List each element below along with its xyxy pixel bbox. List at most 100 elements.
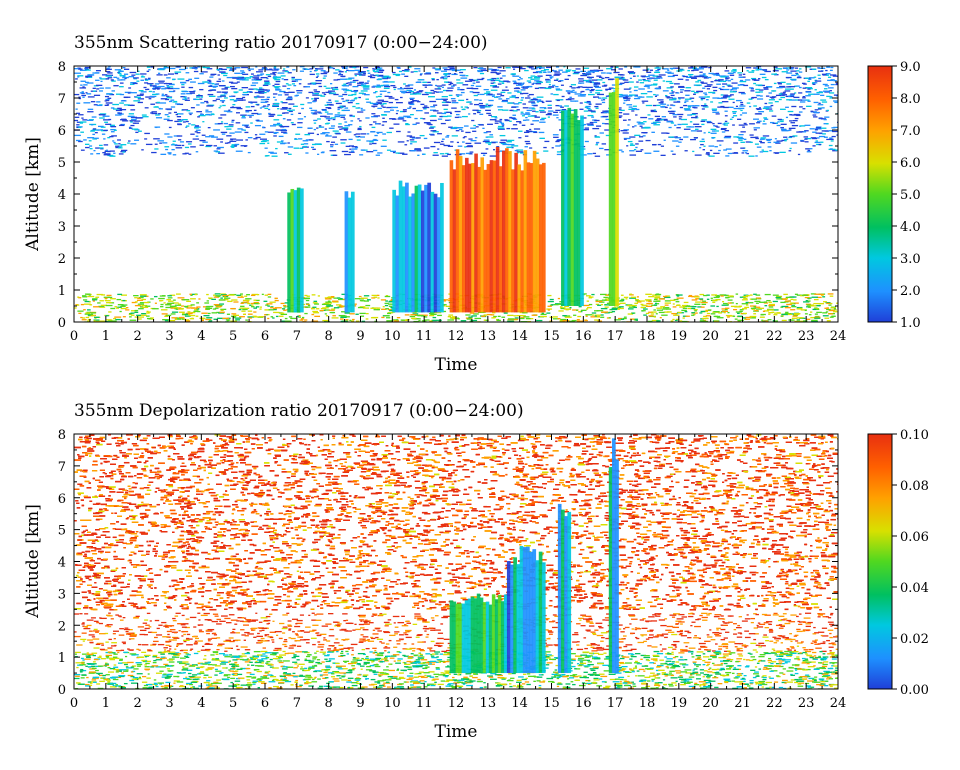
noise-streak	[769, 96, 776, 98]
noise-streak	[337, 112, 341, 114]
noise-streak	[387, 308, 392, 311]
noise-streak	[259, 133, 266, 135]
noise-streak	[469, 153, 473, 155]
noise-streak	[507, 320, 515, 322]
noise-streak	[100, 129, 103, 131]
noise-streak	[419, 79, 422, 81]
noise-streak	[414, 318, 421, 320]
noise-streak	[748, 71, 755, 73]
noise-streak	[669, 299, 676, 302]
noise-streak	[380, 299, 387, 301]
noise-streak	[758, 91, 763, 93]
noise-streak	[432, 154, 439, 156]
noise-streak	[221, 133, 226, 135]
noise-streak	[177, 78, 185, 80]
noise-streak	[234, 131, 242, 133]
noise-streak	[674, 83, 680, 85]
noise-streak	[672, 104, 676, 107]
noise-streak	[263, 89, 268, 91]
noise-streak	[825, 74, 829, 76]
noise-streak	[323, 302, 329, 305]
noise-streak	[700, 120, 706, 123]
noise-streak	[115, 114, 122, 116]
noise-streak	[474, 99, 479, 101]
noise-streak	[213, 294, 216, 296]
noise-streak	[796, 319, 800, 321]
noise-streak	[614, 76, 622, 78]
noise-streak	[582, 304, 590, 307]
noise-streak	[175, 147, 183, 149]
noise-streak	[518, 82, 523, 84]
noise-streak	[88, 140, 92, 142]
noise-streak	[257, 74, 263, 76]
noise-streak	[534, 87, 539, 90]
noise-streak	[616, 83, 623, 86]
noise-streak	[763, 88, 769, 90]
noise-streak	[780, 127, 784, 129]
noise-streak	[529, 147, 533, 149]
noise-streak	[264, 155, 268, 157]
noise-streak	[630, 143, 634, 145]
noise-streak	[423, 316, 428, 318]
noise-streak	[800, 309, 807, 311]
noise-streak	[652, 75, 659, 77]
noise-streak	[565, 70, 571, 72]
noise-streak	[137, 97, 141, 99]
noise-streak	[313, 128, 316, 131]
noise-streak	[384, 85, 391, 88]
noise-streak	[691, 77, 697, 79]
noise-streak	[588, 296, 594, 298]
noise-streak	[275, 147, 278, 150]
noise-streak	[535, 83, 542, 85]
noise-streak	[456, 94, 463, 96]
noise-streak	[131, 301, 137, 304]
noise-streak	[430, 134, 435, 136]
noise-streak	[82, 86, 85, 88]
noise-streak	[671, 312, 677, 315]
noise-streak	[791, 317, 798, 319]
noise-streak	[670, 99, 677, 101]
noise-streak	[491, 68, 497, 71]
noise-streak	[785, 300, 791, 302]
noise-streak	[152, 93, 158, 96]
noise-streak	[404, 75, 409, 77]
noise-streak	[273, 77, 277, 80]
noise-streak	[386, 320, 393, 322]
noise-streak	[552, 134, 559, 136]
noise-streak	[488, 99, 494, 102]
noise-streak	[789, 147, 792, 150]
noise-streak	[130, 124, 135, 127]
noise-streak	[798, 307, 803, 310]
noise-streak	[384, 304, 389, 307]
noise-streak	[90, 101, 96, 103]
noise-streak	[787, 313, 793, 316]
noise-streak	[820, 94, 825, 97]
noise-streak	[341, 98, 344, 100]
noise-streak	[338, 74, 344, 76]
noise-streak	[805, 87, 813, 89]
noise-streak	[163, 74, 168, 76]
noise-streak	[174, 71, 182, 73]
noise-streak	[826, 320, 831, 322]
noise-streak	[833, 311, 838, 313]
noise-streak	[188, 123, 191, 125]
noise-streak	[499, 134, 506, 137]
noise-streak	[229, 132, 235, 134]
noise-streak	[828, 304, 832, 306]
noise-streak	[660, 306, 666, 308]
noise-streak	[340, 315, 347, 317]
noise-streak	[81, 319, 87, 321]
noise-streak	[359, 300, 364, 302]
noise-streak	[112, 103, 119, 106]
noise-streak	[460, 88, 465, 91]
noise-streak	[605, 134, 612, 137]
noise-streak	[721, 97, 727, 99]
noise-streak	[359, 306, 366, 308]
noise-streak	[348, 124, 353, 126]
noise-streak	[807, 297, 811, 300]
noise-streak	[553, 304, 559, 306]
noise-streak	[640, 306, 645, 309]
noise-streak	[532, 71, 539, 74]
noise-streak	[755, 67, 759, 69]
noise-streak	[382, 121, 388, 123]
